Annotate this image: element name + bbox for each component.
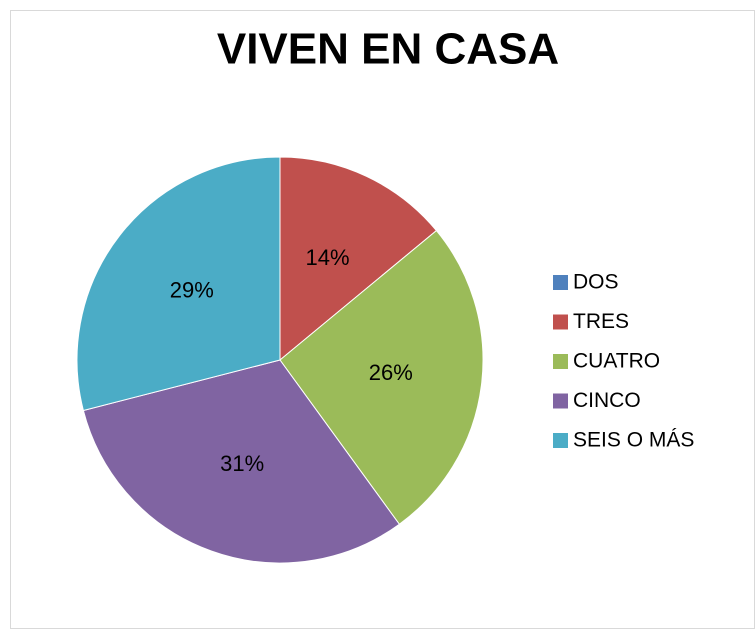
pie-slice (279, 156, 438, 362)
data-label: 14% (306, 245, 350, 270)
pie-slice (76, 156, 281, 412)
legend-label: TRES (573, 310, 629, 333)
data-label: 26% (369, 360, 413, 385)
legend-label: SEIS O MÁS (573, 429, 694, 452)
legend-label: DOS (573, 271, 619, 294)
legend-swatch (553, 275, 568, 290)
legend-label: CINCO (573, 389, 641, 412)
data-label: 29% (170, 277, 214, 302)
pie-slice (279, 229, 484, 525)
data-label: 31% (220, 451, 264, 476)
legend-swatch (553, 393, 568, 409)
legend-swatch (553, 433, 568, 448)
legend-label: CUATRO (573, 350, 660, 373)
chart-title: VIVEN EN CASA (217, 25, 559, 74)
pie-slice (82, 359, 401, 564)
legend-swatch (553, 354, 568, 369)
legend-swatch (553, 314, 568, 330)
